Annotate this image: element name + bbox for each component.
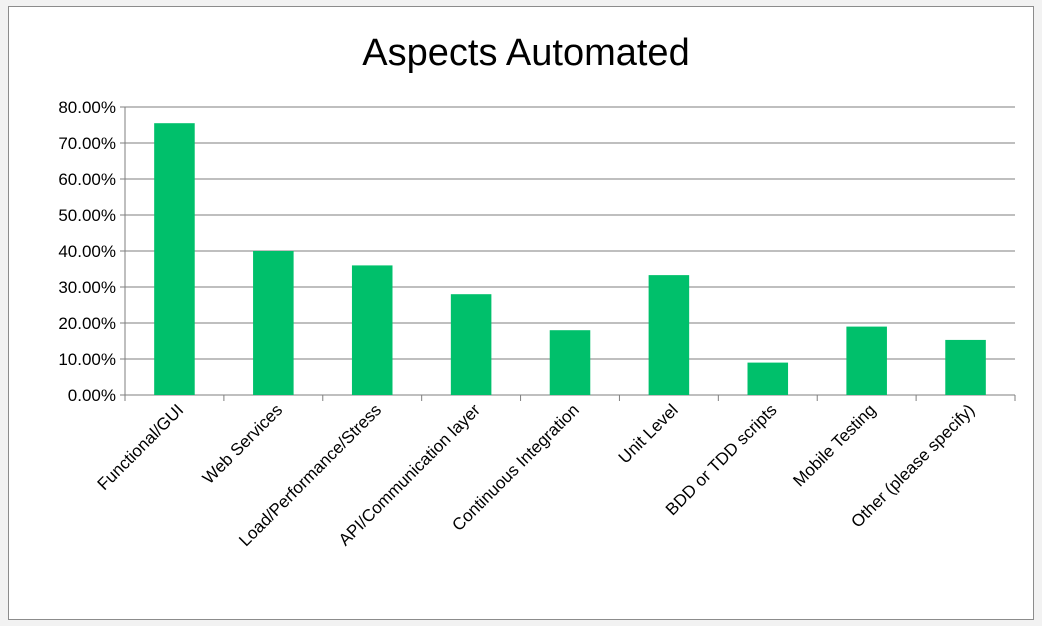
bar [549, 330, 591, 395]
x-tick-label: Functional/GUI [94, 400, 188, 494]
bar [450, 294, 492, 395]
bar [351, 265, 393, 395]
y-tick-label: 10.00% [58, 350, 116, 369]
y-tick-label: 50.00% [58, 206, 116, 225]
bar [846, 326, 887, 395]
bar [747, 362, 789, 395]
y-tick-label: 0.00% [68, 386, 116, 405]
x-axis [124, 395, 1016, 401]
chart-frame: Aspects Automated 0.00% 10.00% 20.00% 30.00… [8, 6, 1034, 620]
bar [945, 339, 986, 395]
x-tick-label: BDD or TDD scripts [662, 400, 781, 519]
y-tick-label: 20.00% [58, 314, 116, 333]
y-tick-label: 30.00% [58, 278, 116, 297]
x-tick-label: Web Services [199, 400, 286, 487]
bar [253, 251, 294, 395]
y-tick-label: 60.00% [58, 170, 116, 189]
x-axis-labels: Functional/GUI Web ServicesLoad/Performan… [94, 400, 979, 550]
y-axis-ticks: 0.00% 10.00% 20.00% 30.00% 40.00% 50.00% 60.00… [58, 98, 126, 405]
bar [648, 275, 690, 395]
x-tick-label: Mobile Testing [789, 400, 879, 490]
y-tick-label: 80.00% [58, 98, 116, 117]
chart-title: Aspects Automated [362, 32, 689, 74]
y-tick-label: 70.00% [58, 134, 116, 153]
y-tick-label: 40.00% [58, 242, 116, 261]
bar [154, 123, 195, 395]
bars [154, 123, 986, 395]
bar-chart: Aspects Automated 0.00% 10.00% 20.00% 30.00… [58, 32, 1016, 550]
x-tick-label: Unit Level [615, 400, 682, 467]
